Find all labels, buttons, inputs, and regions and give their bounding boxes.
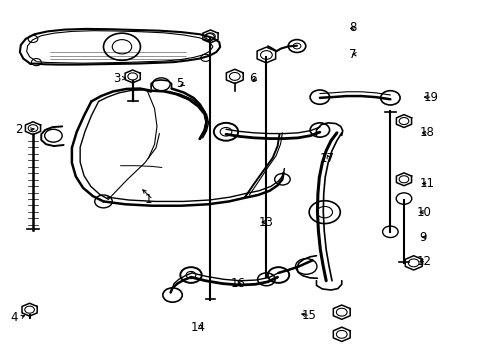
Text: 19: 19 — [423, 91, 438, 104]
Text: 11: 11 — [419, 177, 434, 190]
Text: 15: 15 — [301, 309, 316, 322]
Text: 7: 7 — [348, 48, 356, 61]
Text: 4: 4 — [10, 311, 18, 324]
Text: 18: 18 — [419, 126, 433, 139]
Text: 10: 10 — [416, 206, 431, 219]
Text: 13: 13 — [259, 216, 273, 229]
Text: 8: 8 — [348, 21, 356, 33]
Text: 14: 14 — [191, 321, 205, 334]
Text: 16: 16 — [230, 277, 245, 290]
Text: 12: 12 — [416, 255, 431, 268]
Text: 6: 6 — [249, 72, 256, 85]
Text: 9: 9 — [419, 231, 426, 244]
Text: 5: 5 — [176, 77, 183, 90]
Text: 1: 1 — [144, 193, 152, 206]
Text: 3: 3 — [113, 72, 121, 85]
Text: 2: 2 — [15, 123, 22, 136]
Text: 17: 17 — [319, 152, 334, 165]
